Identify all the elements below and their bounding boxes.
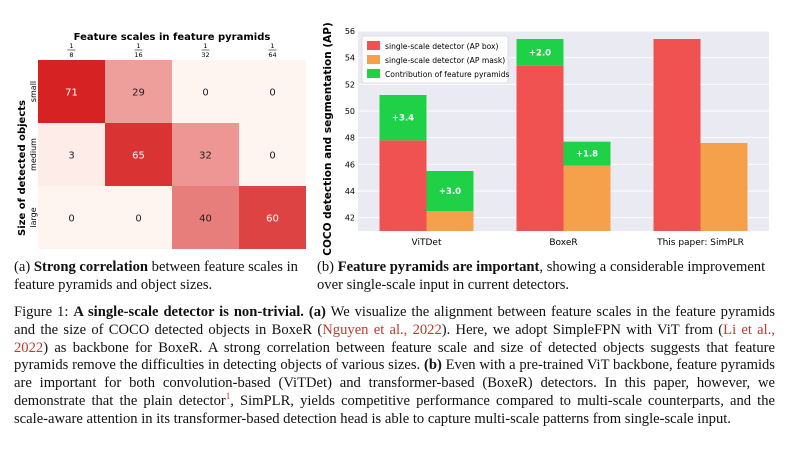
bar-ap-box (653, 39, 701, 231)
caption-text-1: We visualize the alignment between featu… (14, 304, 775, 338)
heatmap-cell (239, 123, 306, 186)
figure-caption: Figure 1: A single-scale detector is non… (14, 304, 775, 429)
heatmap-cell (38, 60, 105, 123)
citation-li[interactable]: Li et al., 2022 (14, 321, 775, 356)
heatmap-cell (172, 60, 239, 123)
y-tick-label: 46 (345, 160, 355, 169)
bar-ap-mask (426, 211, 474, 231)
gain-label: +1.8 (576, 150, 598, 160)
bar-feature-pyramid-gain (516, 39, 564, 66)
heatmap-xtick-denominator: 16 (134, 51, 142, 59)
heatmap-cell (105, 123, 172, 186)
heatmap-xtick: 164 (268, 42, 276, 59)
caption-part-b: (b) (423, 357, 442, 374)
heatmap-cell-value: 32 (199, 151, 212, 162)
heatmap-panel: Feature scales in feature pyramids Size … (17, 32, 306, 249)
heatmap-title: Feature scales in feature pyramids (74, 32, 271, 43)
bar-ap-box (379, 140, 427, 231)
legend-label-ap-mask: single-scale detector (AP mask) (385, 56, 505, 65)
heatmap-xtick: 116 (134, 42, 142, 59)
heatmap-xtick-denominator: 32 (201, 51, 209, 59)
bar-ap-mask (563, 165, 611, 231)
heatmap-cell-value: 71 (65, 88, 78, 99)
subcaption-a-label: (a) (14, 259, 31, 275)
citation-nguyen[interactable]: Nguyen et al., 2022 (322, 321, 442, 338)
heatmap-xtick-numerator: 1 (270, 42, 274, 50)
heatmap-cell-value: 0 (202, 88, 208, 99)
legend-label-gain: Contribution of feature pyramids (385, 70, 510, 79)
x-tick-label: This paper: SimPLR (656, 238, 744, 248)
caption-text-3: ) as backbone for BoxeR. A strong correl… (14, 339, 775, 374)
heatmap-cell-value: 29 (132, 88, 145, 99)
heatmap-cell (172, 186, 239, 249)
legend-box (361, 35, 509, 84)
caption-text-2: ). Here, we adopt SimpleFPN with ViT fro… (441, 321, 724, 338)
heatmap-xtick-numerator: 1 (69, 42, 73, 50)
heatmap-ytick: large (29, 207, 38, 227)
y-tick-label: 42 (345, 214, 355, 223)
subcaption-b-text: , showing a considerable improvement ove… (317, 259, 766, 293)
x-tick-label: BoxeR (549, 238, 577, 248)
heatmap-cell (38, 123, 105, 186)
heatmap-cell-value: 0 (269, 151, 275, 162)
legend-swatch-ap-mask (367, 55, 380, 64)
heatmap-xtick: 18 (67, 42, 76, 59)
gain-label: +3.4 (392, 114, 414, 124)
caption-text-5: , SimPLR, yields competitive performance… (14, 392, 775, 427)
caption-text-4: Even with a pre-trained ViT backbone, fe… (14, 357, 775, 409)
gain-label: +2.0 (529, 48, 551, 58)
bar-ap-mask (700, 143, 748, 231)
subcaption-a: (a) Strong correlation between feature s… (14, 258, 309, 294)
y-tick-label: 52 (345, 80, 355, 89)
gain-label: +3.0 (439, 187, 461, 197)
heatmap-cell (105, 186, 172, 249)
heatmap-cell-value: 3 (68, 151, 74, 162)
heatmap-xtick-denominator: 8 (69, 51, 73, 59)
chart-legend: single-scale detector (AP box) single-sc… (361, 35, 510, 84)
heatmap-cell (239, 60, 306, 123)
caption-figure-label: Figure 1: (14, 304, 69, 320)
y-tick-label: 54 (345, 54, 355, 63)
legend-swatch-gain (367, 69, 380, 78)
y-tick-label: 48 (345, 134, 355, 143)
bar-feature-pyramid-gain (379, 95, 427, 141)
caption-bold-title: A single-scale detector is non-trivial. (73, 304, 304, 320)
heatmap-cell-value: 0 (269, 88, 275, 99)
heatmap-ytick: medium (29, 138, 38, 171)
heatmap-cell-value: 40 (199, 214, 212, 225)
legend-swatch-ap-box (367, 41, 380, 50)
bar-chart-panel: COCO detection and segmentation (AP) +3.… (322, 22, 769, 256)
subcaption-a-text: between feature scales in feature pyrami… (14, 259, 298, 293)
heatmap-cell-value: 0 (68, 214, 74, 225)
subcaption-b: (b) Feature pyramids are important, show… (317, 258, 787, 294)
heatmap-cell (105, 60, 172, 123)
heatmap-cell-value: 60 (266, 214, 279, 225)
footnote-marker[interactable]: 1 (225, 391, 231, 402)
heatmap-ytick: small (29, 81, 38, 102)
subcaption-a-bold: Strong correlation (33, 259, 149, 275)
heatmap-xtick-numerator: 1 (203, 42, 207, 50)
heatmap-xtick-denominator: 64 (268, 51, 276, 59)
subcaption-b-bold: Feature pyramids are important (337, 259, 540, 275)
bar-chart-ylabel: COCO detection and segmentation (AP) (322, 22, 334, 256)
y-tick-label: 44 (345, 187, 355, 196)
bar-feature-pyramid-gain (426, 171, 474, 211)
heatmap-cell-value: 0 (135, 214, 141, 225)
subcaption-b-label: (b) (317, 259, 335, 275)
bar-feature-pyramid-gain (563, 141, 611, 166)
heatmap-cell (38, 186, 105, 249)
heatmap-cell-value: 65 (132, 151, 145, 162)
heatmap-cell (239, 186, 306, 249)
y-tick-label: 56 (345, 27, 355, 36)
bar-ap-box (516, 65, 564, 232)
legend-label-ap-box: single-scale detector (AP box) (385, 42, 499, 51)
heatmap-xtick: 132 (201, 42, 209, 59)
heatmap-xtick-numerator: 1 (136, 42, 140, 50)
heatmap-cell (172, 123, 239, 186)
heatmap-ylabel: Size of detected objects (17, 100, 28, 236)
figure-panels: Feature scales in feature pyramids Size … (17, 22, 769, 256)
x-tick-label: ViTDet (412, 238, 442, 248)
caption-part-a: (a) (308, 304, 326, 320)
y-tick-label: 50 (345, 107, 355, 116)
